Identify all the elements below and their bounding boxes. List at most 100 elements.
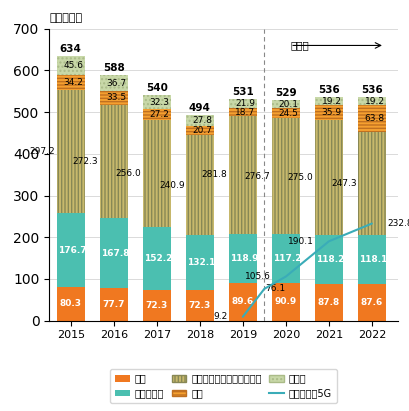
Bar: [99, 76, 128, 91]
Text: 190.1: 190.1: [287, 237, 313, 246]
Bar: [56, 56, 85, 75]
Bar: [357, 97, 385, 105]
Text: （億ドル）: （億ドル）: [49, 12, 82, 23]
Text: 20.7: 20.7: [192, 126, 212, 135]
Bar: [357, 132, 385, 235]
Bar: [142, 227, 170, 291]
Bar: [271, 234, 299, 283]
Bar: [228, 234, 256, 283]
Bar: [99, 105, 128, 218]
Text: 45.6: 45.6: [63, 61, 83, 70]
Bar: [142, 95, 170, 109]
Bar: [357, 284, 385, 321]
Text: 540: 540: [146, 83, 167, 93]
Text: 281.8: 281.8: [201, 171, 227, 180]
Bar: [185, 236, 213, 291]
Text: 21.9: 21.9: [235, 99, 255, 109]
Bar: [185, 135, 213, 236]
Text: 35.9: 35.9: [321, 108, 341, 117]
Text: 27.8: 27.8: [192, 116, 212, 125]
Text: 118.1: 118.1: [358, 255, 387, 264]
Bar: [228, 109, 256, 116]
Text: 77.7: 77.7: [102, 300, 125, 309]
Bar: [185, 126, 213, 135]
Bar: [142, 291, 170, 321]
Text: 87.8: 87.8: [317, 298, 339, 307]
Bar: [99, 218, 128, 288]
Bar: [357, 132, 385, 235]
Bar: [314, 105, 342, 120]
Bar: [357, 105, 385, 132]
Bar: [185, 115, 213, 126]
Text: 240.9: 240.9: [159, 181, 184, 189]
Bar: [271, 108, 299, 118]
Bar: [271, 100, 299, 108]
Bar: [56, 287, 85, 321]
Bar: [185, 126, 213, 135]
Text: 152.2: 152.2: [144, 254, 172, 263]
Bar: [142, 109, 170, 120]
Text: 19.2: 19.2: [364, 97, 384, 106]
Text: 132.1: 132.1: [187, 259, 215, 268]
Text: 531: 531: [231, 87, 253, 97]
Text: 予測値: 予測値: [290, 40, 308, 51]
Bar: [185, 291, 213, 321]
Bar: [56, 75, 85, 90]
Bar: [142, 120, 170, 227]
Bar: [314, 97, 342, 105]
Bar: [228, 283, 256, 321]
Text: 63.8: 63.8: [364, 114, 384, 123]
Text: 105.6: 105.6: [244, 272, 270, 281]
Text: 90.9: 90.9: [274, 297, 296, 306]
Bar: [228, 99, 256, 109]
Text: 536: 536: [360, 85, 382, 95]
Bar: [271, 283, 299, 321]
Text: 87.6: 87.6: [360, 298, 382, 307]
Text: 19.2: 19.2: [321, 97, 341, 106]
Text: 18.7: 18.7: [235, 108, 255, 117]
Text: 89.6: 89.6: [231, 298, 253, 307]
Bar: [99, 91, 128, 105]
Bar: [99, 76, 128, 91]
Text: 117.2: 117.2: [272, 254, 301, 263]
Text: 32.3: 32.3: [149, 98, 169, 107]
Bar: [56, 213, 85, 287]
Bar: [271, 100, 299, 108]
Bar: [142, 95, 170, 109]
Bar: [185, 135, 213, 236]
Bar: [271, 108, 299, 118]
Text: 276.7: 276.7: [244, 172, 270, 181]
Bar: [56, 90, 85, 213]
Text: 80.3: 80.3: [60, 299, 81, 308]
Text: 72.3: 72.3: [145, 301, 167, 310]
Bar: [142, 109, 170, 120]
Text: 36.7: 36.7: [106, 79, 126, 88]
Bar: [185, 115, 213, 126]
Bar: [314, 120, 342, 235]
Text: 536: 536: [317, 85, 339, 95]
Text: 272.3: 272.3: [73, 157, 98, 166]
Bar: [357, 97, 385, 105]
Bar: [228, 99, 256, 109]
Text: 118.9: 118.9: [229, 254, 258, 263]
Text: 76.1: 76.1: [265, 284, 285, 293]
Bar: [56, 75, 85, 90]
Bar: [56, 90, 85, 213]
Text: 297.2: 297.2: [30, 147, 55, 156]
Text: 34.2: 34.2: [63, 78, 83, 87]
Text: 176.7: 176.7: [58, 246, 86, 255]
Text: 9.2: 9.2: [213, 312, 227, 321]
Text: 529: 529: [274, 88, 296, 98]
Text: 24.5: 24.5: [278, 109, 298, 118]
Bar: [99, 105, 128, 218]
Text: 232.8: 232.8: [386, 219, 409, 228]
Text: 118.2: 118.2: [315, 255, 344, 264]
Bar: [271, 118, 299, 234]
Bar: [271, 118, 299, 234]
Text: 634: 634: [60, 44, 81, 54]
Text: 33.5: 33.5: [106, 93, 126, 102]
Bar: [314, 97, 342, 105]
Bar: [56, 56, 85, 75]
Bar: [357, 235, 385, 284]
Legend: 北米, 欧州その他, アジア太平洋（日本以外）, 日本, 中南米, 合計のうち5G: 北米, 欧州その他, アジア太平洋（日本以外）, 日本, 中南米, 合計のうち5…: [110, 369, 336, 403]
